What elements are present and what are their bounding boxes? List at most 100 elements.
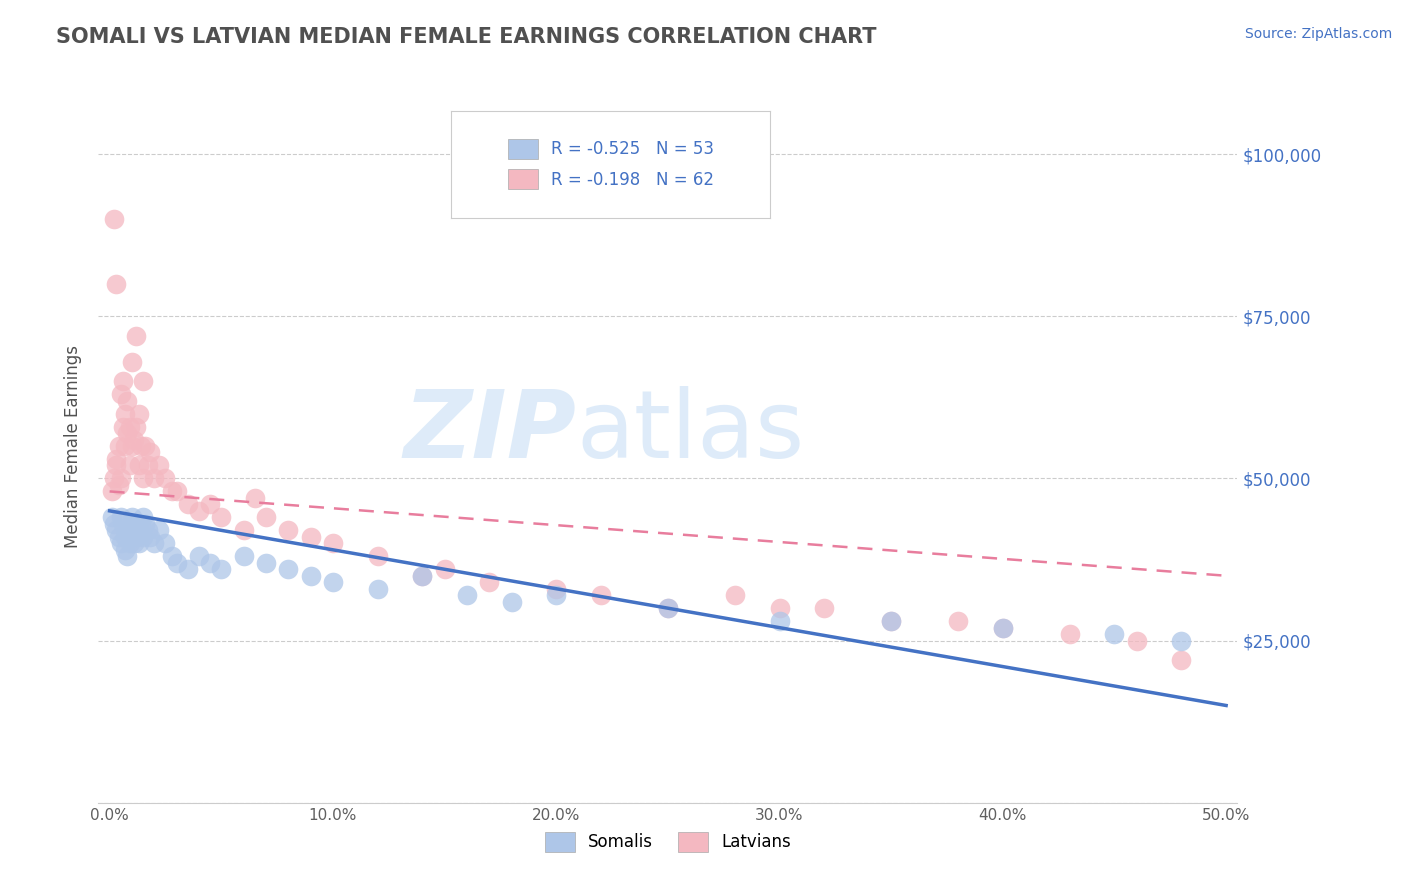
Point (724, 588, 747, 602)
Point (155, 471, 177, 485)
Point (111, 516, 134, 531)
Point (110, 471, 132, 485)
Point (768, 614, 790, 628)
Point (105, 452, 128, 467)
Point (122, 433, 145, 447)
Point (299, 530, 322, 544)
Text: Source: ZipAtlas.com: Source: ZipAtlas.com (1244, 27, 1392, 41)
Point (110, 510, 132, 524)
Point (478, 575, 501, 590)
Point (946, 614, 969, 628)
Point (177, 497, 200, 511)
Point (132, 471, 155, 485)
Point (118, 458, 141, 473)
Point (114, 407, 136, 421)
Point (177, 562, 200, 576)
Point (125, 530, 148, 544)
Point (1170, 653, 1192, 667)
Point (118, 524, 141, 538)
Point (198, 556, 221, 570)
Point (105, 277, 128, 291)
Point (991, 621, 1014, 635)
Point (991, 621, 1014, 635)
Point (125, 419, 148, 434)
Point (546, 588, 568, 602)
Point (232, 549, 254, 564)
Point (155, 536, 177, 550)
Point (254, 510, 277, 524)
Point (122, 524, 145, 538)
Point (103, 471, 125, 485)
Point (657, 601, 679, 615)
Point (136, 458, 159, 473)
Point (254, 556, 277, 570)
Point (103, 211, 125, 226)
Point (166, 484, 188, 499)
Point (134, 516, 156, 531)
Point (148, 524, 170, 538)
Point (128, 458, 150, 473)
Point (299, 568, 322, 582)
Point (501, 595, 523, 609)
Point (160, 484, 183, 499)
Point (187, 504, 209, 518)
Point (136, 524, 159, 538)
Point (589, 588, 612, 602)
Point (117, 393, 139, 408)
Point (132, 510, 155, 524)
Point (367, 549, 389, 564)
Point (128, 536, 150, 550)
Point (117, 425, 139, 440)
Point (232, 524, 254, 538)
Point (243, 491, 266, 505)
Point (322, 575, 344, 590)
Point (657, 601, 679, 615)
Point (433, 562, 456, 576)
Point (121, 439, 143, 453)
Point (1059, 627, 1081, 641)
Point (111, 374, 134, 388)
Point (143, 536, 166, 550)
Point (107, 530, 129, 544)
Point (114, 439, 136, 453)
Point (110, 387, 132, 401)
Point (114, 542, 136, 557)
Point (121, 530, 143, 544)
Point (1170, 633, 1192, 648)
Point (209, 510, 232, 524)
Y-axis label: Median Female Earnings: Median Female Earnings (63, 344, 82, 548)
Point (143, 471, 166, 485)
Text: SOMALI VS LATVIAN MEDIAN FEMALE EARNINGS CORRELATION CHART: SOMALI VS LATVIAN MEDIAN FEMALE EARNINGS… (56, 27, 877, 46)
Point (132, 530, 155, 544)
Point (129, 516, 152, 531)
Point (122, 536, 145, 550)
Point (367, 582, 389, 596)
Point (880, 614, 903, 628)
Point (1104, 627, 1126, 641)
Text: atlas: atlas (576, 385, 806, 478)
Point (411, 568, 433, 582)
Point (129, 439, 152, 453)
Point (128, 407, 150, 421)
Point (209, 562, 232, 576)
Point (117, 524, 139, 538)
Point (411, 568, 433, 582)
Point (114, 530, 136, 544)
Point (148, 458, 170, 473)
Point (101, 484, 124, 499)
Point (110, 536, 132, 550)
Point (107, 478, 129, 492)
Point (322, 536, 344, 550)
Point (880, 614, 903, 628)
Point (546, 582, 568, 596)
Point (125, 516, 148, 531)
Legend: Somalis, Latvians: Somalis, Latvians (538, 825, 797, 859)
Point (132, 374, 155, 388)
Point (456, 588, 478, 602)
Point (125, 328, 148, 343)
Point (277, 562, 299, 576)
Point (768, 601, 790, 615)
Point (103, 516, 125, 531)
Point (121, 354, 143, 368)
Point (277, 524, 299, 538)
